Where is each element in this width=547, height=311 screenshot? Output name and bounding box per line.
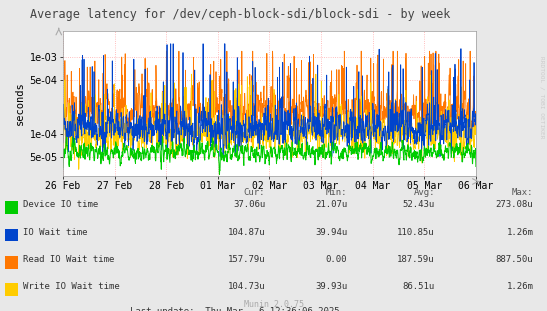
Text: 37.06u: 37.06u xyxy=(233,200,265,209)
Text: 157.79u: 157.79u xyxy=(228,255,265,264)
Text: Read IO Wait time: Read IO Wait time xyxy=(23,255,114,264)
Text: 0.00: 0.00 xyxy=(326,255,347,264)
Text: 887.50u: 887.50u xyxy=(496,255,533,264)
Text: 86.51u: 86.51u xyxy=(403,282,435,291)
Text: 273.08u: 273.08u xyxy=(496,200,533,209)
Text: 52.43u: 52.43u xyxy=(403,200,435,209)
Text: 39.94u: 39.94u xyxy=(315,228,347,236)
Text: Device IO time: Device IO time xyxy=(23,200,98,209)
Y-axis label: seconds: seconds xyxy=(15,81,25,125)
Text: 104.73u: 104.73u xyxy=(228,282,265,291)
Text: IO Wait time: IO Wait time xyxy=(23,228,88,236)
Text: Munin 2.0.75: Munin 2.0.75 xyxy=(243,300,304,309)
Text: Write IO Wait time: Write IO Wait time xyxy=(23,282,120,291)
Text: Average latency for /dev/ceph-block-sdi/block-sdi - by week: Average latency for /dev/ceph-block-sdi/… xyxy=(31,8,451,21)
Text: 1.26m: 1.26m xyxy=(507,228,533,236)
Text: 104.87u: 104.87u xyxy=(228,228,265,236)
Text: 1.26m: 1.26m xyxy=(507,282,533,291)
Text: 110.85u: 110.85u xyxy=(397,228,435,236)
Text: Max:: Max: xyxy=(512,188,533,197)
Text: 39.93u: 39.93u xyxy=(315,282,347,291)
Text: Last update:  Thu Mar   6 12:36:06 2025: Last update: Thu Mar 6 12:36:06 2025 xyxy=(130,307,339,311)
Text: Min:: Min: xyxy=(326,188,347,197)
Text: RRDTOOL / TOBI OETIKER: RRDTOOL / TOBI OETIKER xyxy=(539,56,544,138)
Text: 187.59u: 187.59u xyxy=(397,255,435,264)
Text: Avg:: Avg: xyxy=(414,188,435,197)
Text: Cur:: Cur: xyxy=(244,188,265,197)
Text: 21.07u: 21.07u xyxy=(315,200,347,209)
